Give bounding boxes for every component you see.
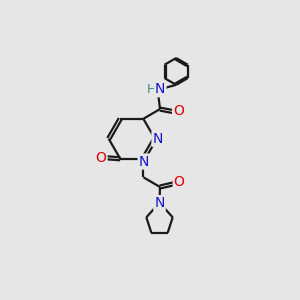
- Text: N: N: [154, 196, 165, 210]
- Text: O: O: [174, 176, 184, 189]
- Text: N: N: [139, 154, 149, 169]
- Text: O: O: [96, 151, 106, 165]
- Text: O: O: [173, 104, 184, 118]
- Text: N: N: [155, 82, 165, 96]
- Text: N: N: [152, 132, 163, 146]
- Text: H: H: [147, 83, 156, 96]
